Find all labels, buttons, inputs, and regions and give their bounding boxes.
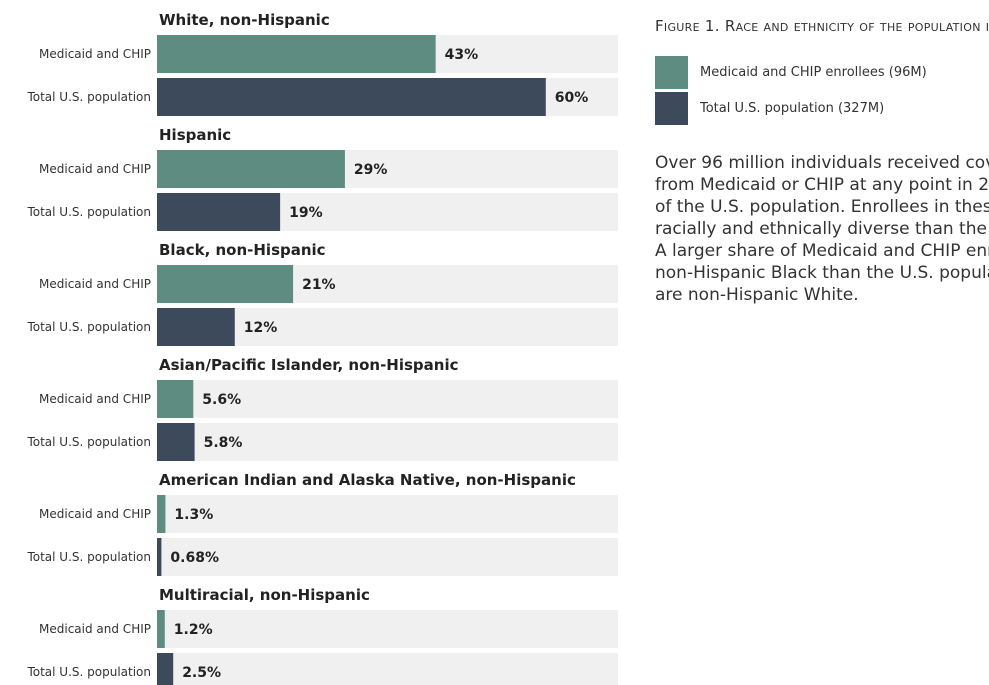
group-title: White, non-Hispanic: [159, 11, 330, 29]
bar: [157, 150, 345, 188]
description-line: from Medicaid or CHIP at any point in 20…: [655, 175, 989, 195]
data-label: 2.5%: [182, 665, 221, 681]
row-label: Medicaid and CHIP: [39, 162, 151, 176]
bar-track: [157, 495, 618, 533]
legend-swatch-medicaid: [655, 56, 688, 89]
race-ethnicity-bar-chart: White, non-Hispanic Medicaid and CHIP 43% T…: [26, 11, 618, 685]
legend-label-medicaid: Medicaid and CHIP enrollees (96M): [700, 65, 927, 80]
bar-track: [157, 380, 618, 418]
group-title: Black, non-Hispanic: [159, 241, 326, 259]
bar: [157, 653, 174, 685]
row-label: Medicaid and CHIP: [39, 392, 151, 406]
description-line: A larger share of Medicaid and CHIP enro…: [655, 241, 989, 261]
data-label: 43%: [445, 47, 479, 63]
figure-info-panel: Figure 1. Race and ethnicity of the popu…: [655, 15, 989, 435]
row-label: Total U.S. population: [26, 550, 151, 564]
group-title: Hispanic: [159, 126, 231, 144]
data-label: 60%: [555, 90, 589, 106]
group-title: Multiracial, non-Hispanic: [159, 586, 370, 604]
bar: [157, 495, 166, 533]
bar-track: [157, 653, 618, 685]
row-label: Medicaid and CHIP: [39, 507, 151, 521]
bar: [157, 380, 194, 418]
data-label: 5.8%: [204, 435, 243, 451]
data-label: 12%: [244, 320, 278, 336]
legend-item-total: Total U.S. population (327M): [655, 91, 989, 126]
bar: [157, 538, 162, 576]
description-line: are non-Hispanic White.: [655, 285, 859, 305]
bar: [157, 308, 235, 346]
bar: [157, 78, 546, 116]
data-label: 1.3%: [174, 507, 213, 523]
bar: [157, 265, 294, 303]
data-label: 0.68%: [170, 550, 219, 566]
bar-track: [157, 423, 618, 461]
description-line: Over 96 million individuals received cov…: [655, 153, 989, 173]
figure-title: Figure 1. Race and ethnicity of the popu…: [655, 17, 989, 35]
bar: [157, 610, 165, 648]
description-line: non-Hispanic Black than the U.S. populat…: [655, 263, 989, 283]
bar: [157, 35, 436, 73]
bar: [157, 423, 195, 461]
bar-track: [157, 610, 618, 648]
legend-label-total: Total U.S. population (327M): [700, 101, 885, 116]
legend-item-medicaid: Medicaid and CHIP enrollees (96M): [655, 55, 989, 90]
row-label: Medicaid and CHIP: [39, 47, 151, 61]
bar: [157, 193, 281, 231]
description-line: of the U.S. population. Enrollees in the…: [655, 197, 989, 217]
row-label: Medicaid and CHIP: [39, 622, 151, 636]
row-label: Total U.S. population: [26, 320, 151, 334]
row-label: Total U.S. population: [26, 205, 151, 219]
description-line: racially and ethnically diverse than the…: [655, 219, 989, 239]
figure-description: Over 96 million individuals received cov…: [655, 152, 989, 306]
row-label: Medicaid and CHIP: [39, 277, 151, 291]
row-label: Total U.S. population: [26, 90, 151, 104]
group-title: Asian/Pacific Islander, non-Hispanic: [159, 356, 459, 374]
data-label: 21%: [302, 277, 336, 293]
group-title: American Indian and Alaska Native, non-H…: [159, 471, 576, 489]
legend-swatch-total: [655, 92, 688, 125]
row-label: Total U.S. population: [26, 435, 151, 449]
bar-track: [157, 538, 618, 576]
data-label: 1.2%: [174, 622, 213, 638]
data-label: 29%: [354, 162, 388, 178]
chart-legend: Medicaid and CHIP enrollees (96M) Total …: [655, 55, 989, 126]
data-label: 5.6%: [202, 392, 241, 408]
data-label: 19%: [289, 205, 323, 221]
row-label: Total U.S. population: [26, 665, 151, 679]
